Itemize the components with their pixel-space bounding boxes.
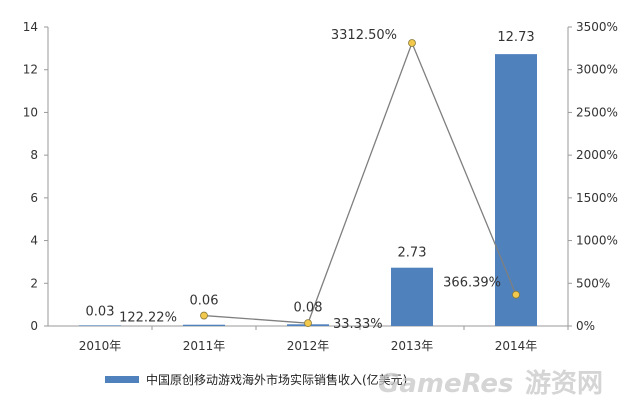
y-right-tick-label: 3500% — [576, 20, 618, 34]
y-left-tick-label: 10 — [23, 105, 38, 119]
watermark-cn: 游资网 — [525, 369, 603, 399]
bar — [495, 54, 537, 327]
y-right-tick-label: 0% — [576, 319, 595, 333]
growth-point — [304, 319, 312, 328]
bar — [183, 324, 225, 326]
x-tick-label: 2014年 — [495, 339, 538, 353]
bar-value-label: 0.03 — [86, 304, 115, 319]
bars — [79, 54, 537, 327]
bar-value-label: 0.08 — [294, 300, 323, 315]
y-left-tick-label: 4 — [30, 234, 38, 248]
legend: 中国原创移动游戏海外市场实际销售收入(亿美元) — [105, 372, 407, 387]
growth-line-path — [203, 41, 517, 324]
bar — [391, 267, 433, 326]
growth-value-label: 122.22% — [119, 311, 177, 326]
y-left-tick-label: 14 — [23, 20, 38, 34]
growth-value-label: 3312.50% — [331, 28, 397, 43]
watermark: GameRes 游资网 — [378, 369, 603, 399]
growth-value-label: 366.39% — [443, 276, 501, 291]
y-left-tick-label: 12 — [23, 63, 38, 77]
growth-point — [512, 290, 520, 299]
y-right-tick-label: 2500% — [576, 105, 618, 119]
legend-swatch — [105, 376, 139, 383]
data-labels: 0.03 0.06 0.08 2.73 12.73 122.22% 33.33% 3312.5… — [86, 28, 535, 332]
legend-label: 中国原创移动游戏海外市场实际销售收入(亿美元) — [146, 372, 407, 387]
bar-value-label: 0.06 — [190, 294, 219, 309]
y-left-tick-label: 8 — [30, 148, 38, 162]
growth-point — [200, 311, 208, 320]
growth-value-label: 33.33% — [333, 317, 383, 332]
y-right-tick-label: 1000% — [576, 234, 618, 248]
watermark-latin: GameRes — [378, 369, 513, 399]
growth-line — [200, 39, 520, 328]
axes: 0 2 4 6 8 10 12 14 0% 500% 1000% 1500% 2000% 2500% 300… — [23, 20, 618, 353]
y-left-tick-label: 0 — [30, 319, 38, 333]
x-tick-label: 2012年 — [287, 339, 330, 353]
bar-value-label: 2.73 — [398, 246, 427, 261]
y-right-tick-label: 500% — [576, 276, 610, 290]
y-left-tick-label: 6 — [30, 191, 38, 205]
y-left-tick-label: 2 — [30, 276, 38, 290]
x-tick-label: 2010年 — [79, 339, 122, 353]
y-right-tick-label: 3000% — [576, 63, 618, 77]
bar-value-label: 12.73 — [497, 30, 534, 45]
x-tick-label: 2013年 — [391, 339, 434, 353]
y-right-tick-label: 1500% — [576, 191, 618, 205]
x-tick-label: 2011年 — [183, 339, 226, 353]
bar — [79, 325, 121, 326]
growth-point — [408, 39, 416, 47]
y-right-tick-label: 2000% — [576, 148, 618, 162]
